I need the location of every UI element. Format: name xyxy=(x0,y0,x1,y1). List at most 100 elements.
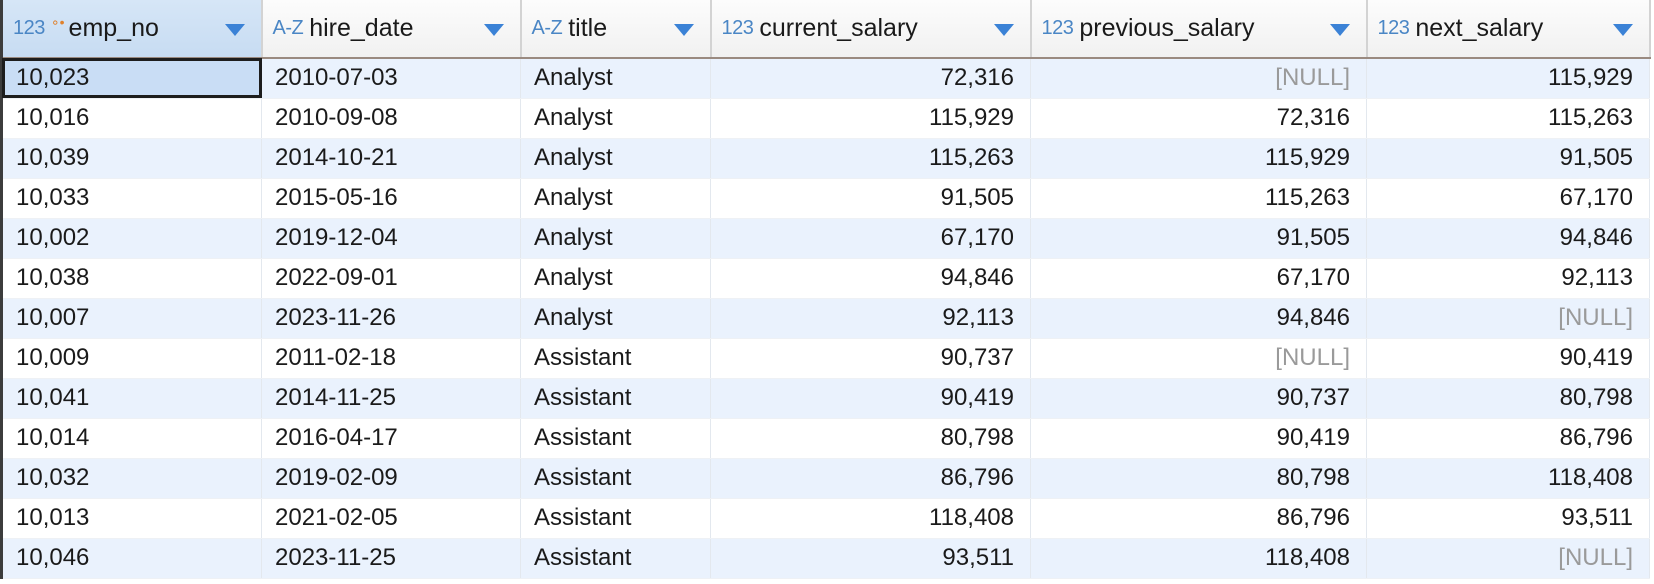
cell-current-salary[interactable]: 90,737 xyxy=(710,338,1031,379)
cell-emp-no[interactable]: 10,016 xyxy=(0,98,262,139)
table-row[interactable]: 10,007 2023-11-26 Analyst 92,113 94,846 [NULL… xyxy=(0,298,1650,339)
table-row[interactable]: 10,023 2010-07-03 Analyst 72,316 [NULL] 115,9… xyxy=(0,58,1650,99)
cell-title[interactable]: Analyst xyxy=(520,138,711,179)
cell-next-salary[interactable]: 91,505 xyxy=(1366,138,1650,179)
cell-previous-salary[interactable]: 118,408 xyxy=(1030,538,1367,579)
cell-emp-no[interactable]: 10,033 xyxy=(0,178,262,219)
table-row[interactable]: 10,041 2014-11-25 Assistant 90,419 90,737 80,… xyxy=(0,378,1650,419)
cell-title[interactable]: Assistant xyxy=(520,418,711,459)
cell-previous-salary[interactable]: 90,419 xyxy=(1030,418,1367,459)
cell-emp-no[interactable]: 10,009 xyxy=(0,338,262,379)
cell-emp-no[interactable]: 10,046 xyxy=(0,538,262,579)
cell-previous-salary[interactable]: 72,316 xyxy=(1030,98,1367,139)
cell-current-salary[interactable]: 80,798 xyxy=(710,418,1031,459)
cell-next-salary[interactable]: [NULL] xyxy=(1366,538,1650,579)
cell-hire-date[interactable]: 2011-02-18 xyxy=(261,338,521,379)
cell-emp-no[interactable]: 10,013 xyxy=(0,498,262,539)
column-header-title[interactable]: A-Z title xyxy=(520,0,712,59)
table-row[interactable]: 10,013 2021-02-05 Assistant 118,408 86,796 93… xyxy=(0,498,1650,539)
table-row[interactable]: 10,038 2022-09-01 Analyst 94,846 67,170 92,11… xyxy=(0,258,1650,299)
cell-current-salary[interactable]: 90,419 xyxy=(710,378,1031,419)
cell-previous-salary[interactable]: 91,505 xyxy=(1030,218,1367,259)
column-header-next-salary[interactable]: 123 next_salary xyxy=(1366,0,1651,59)
cell-title[interactable]: Analyst xyxy=(520,178,711,219)
cell-previous-salary[interactable]: [NULL] xyxy=(1030,58,1367,99)
cell-title[interactable]: Assistant xyxy=(520,378,711,419)
cell-title[interactable]: Analyst xyxy=(520,218,711,259)
cell-hire-date[interactable]: 2016-04-17 xyxy=(261,418,521,459)
cell-next-salary[interactable]: [NULL] xyxy=(1366,298,1650,339)
cell-emp-no[interactable]: 10,007 xyxy=(0,298,262,339)
cell-title[interactable]: Analyst xyxy=(520,98,711,139)
column-header-emp-no[interactable]: 123 ∘• emp_no xyxy=(0,0,263,59)
cell-hire-date[interactable]: 2023-11-25 xyxy=(261,538,521,579)
cell-emp-no[interactable]: 10,039 xyxy=(0,138,262,179)
table-row[interactable]: 10,039 2014-10-21 Analyst 115,263 115,929 91,… xyxy=(0,138,1650,179)
cell-next-salary[interactable]: 115,929 xyxy=(1366,58,1650,99)
cell-title[interactable]: Analyst xyxy=(520,298,711,339)
cell-hire-date[interactable]: 2021-02-05 xyxy=(261,498,521,539)
cell-hire-date[interactable]: 2014-10-21 xyxy=(261,138,521,179)
cell-next-salary[interactable]: 115,263 xyxy=(1366,98,1650,139)
column-menu-arrow-icon[interactable] xyxy=(673,24,694,36)
column-header-previous-salary[interactable]: 123 previous_salary xyxy=(1030,0,1368,59)
cell-previous-salary[interactable]: [NULL] xyxy=(1030,338,1367,379)
table-row[interactable]: 10,009 2011-02-18 Assistant 90,737 [NULL] 90,… xyxy=(0,338,1650,379)
cell-title[interactable]: Assistant xyxy=(520,338,711,379)
cell-previous-salary[interactable]: 80,798 xyxy=(1030,458,1367,499)
cell-title[interactable]: Analyst xyxy=(520,58,711,99)
cell-previous-salary[interactable]: 86,796 xyxy=(1030,498,1367,539)
cell-current-salary[interactable]: 72,316 xyxy=(710,58,1031,99)
table-row[interactable]: 10,016 2010-09-08 Analyst 115,929 72,316 115,… xyxy=(0,98,1650,139)
cell-current-salary[interactable]: 67,170 xyxy=(710,218,1031,259)
cell-current-salary[interactable]: 86,796 xyxy=(710,458,1031,499)
cell-current-salary[interactable]: 118,408 xyxy=(710,498,1031,539)
cell-next-salary[interactable]: 118,408 xyxy=(1366,458,1650,499)
cell-emp-no[interactable]: 10,032 xyxy=(0,458,262,499)
column-header-current-salary[interactable]: 123 current_salary xyxy=(710,0,1032,59)
cell-next-salary[interactable]: 86,796 xyxy=(1366,418,1650,459)
cell-current-salary[interactable]: 93,511 xyxy=(710,538,1031,579)
column-menu-arrow-icon[interactable] xyxy=(483,24,504,36)
cell-title[interactable]: Assistant xyxy=(520,458,711,499)
cell-current-salary[interactable]: 94,846 xyxy=(710,258,1031,299)
cell-emp-no[interactable]: 10,002 xyxy=(0,218,262,259)
cell-next-salary[interactable]: 90,419 xyxy=(1366,338,1650,379)
column-menu-arrow-icon[interactable] xyxy=(1329,24,1350,36)
cell-current-salary[interactable]: 115,263 xyxy=(710,138,1031,179)
cell-hire-date[interactable]: 2010-07-03 xyxy=(261,58,521,99)
cell-current-salary[interactable]: 92,113 xyxy=(710,298,1031,339)
cell-next-salary[interactable]: 92,113 xyxy=(1366,258,1650,299)
cell-emp-no[interactable]: 10,014 xyxy=(0,418,262,459)
table-row[interactable]: 10,033 2015-05-16 Analyst 91,505 115,263 67,1… xyxy=(0,178,1650,219)
cell-emp-no[interactable]: 10,023 xyxy=(0,58,262,99)
table-row[interactable]: 10,014 2016-04-17 Assistant 80,798 90,419 86,… xyxy=(0,418,1650,459)
table-row[interactable]: 10,002 2019-12-04 Analyst 67,170 91,505 94,84… xyxy=(0,218,1650,259)
cell-next-salary[interactable]: 93,511 xyxy=(1366,498,1650,539)
cell-next-salary[interactable]: 67,170 xyxy=(1366,178,1650,219)
table-row[interactable]: 10,032 2019-02-09 Assistant 86,796 80,798 118… xyxy=(0,458,1650,499)
cell-title[interactable]: Analyst xyxy=(520,258,711,299)
column-menu-arrow-icon[interactable] xyxy=(1612,24,1633,36)
cell-next-salary[interactable]: 80,798 xyxy=(1366,378,1650,419)
column-menu-arrow-icon[interactable] xyxy=(993,24,1014,36)
cell-hire-date[interactable]: 2019-02-09 xyxy=(261,458,521,499)
cell-current-salary[interactable]: 91,505 xyxy=(710,178,1031,219)
cell-emp-no[interactable]: 10,041 xyxy=(0,378,262,419)
cell-title[interactable]: Assistant xyxy=(520,538,711,579)
cell-hire-date[interactable]: 2023-11-26 xyxy=(261,298,521,339)
cell-next-salary[interactable]: 94,846 xyxy=(1366,218,1650,259)
cell-previous-salary[interactable]: 94,846 xyxy=(1030,298,1367,339)
table-row[interactable]: 10,046 2023-11-25 Assistant 93,511 118,408 [N… xyxy=(0,538,1650,579)
cell-current-salary[interactable]: 115,929 xyxy=(710,98,1031,139)
cell-hire-date[interactable]: 2022-09-01 xyxy=(261,258,521,299)
cell-previous-salary[interactable]: 67,170 xyxy=(1030,258,1367,299)
cell-previous-salary[interactable]: 115,263 xyxy=(1030,178,1367,219)
cell-previous-salary[interactable]: 90,737 xyxy=(1030,378,1367,419)
column-menu-arrow-icon[interactable] xyxy=(224,24,245,36)
cell-emp-no[interactable]: 10,038 xyxy=(0,258,262,299)
cell-previous-salary[interactable]: 115,929 xyxy=(1030,138,1367,179)
cell-hire-date[interactable]: 2014-11-25 xyxy=(261,378,521,419)
cell-title[interactable]: Assistant xyxy=(520,498,711,539)
cell-hire-date[interactable]: 2019-12-04 xyxy=(261,218,521,259)
